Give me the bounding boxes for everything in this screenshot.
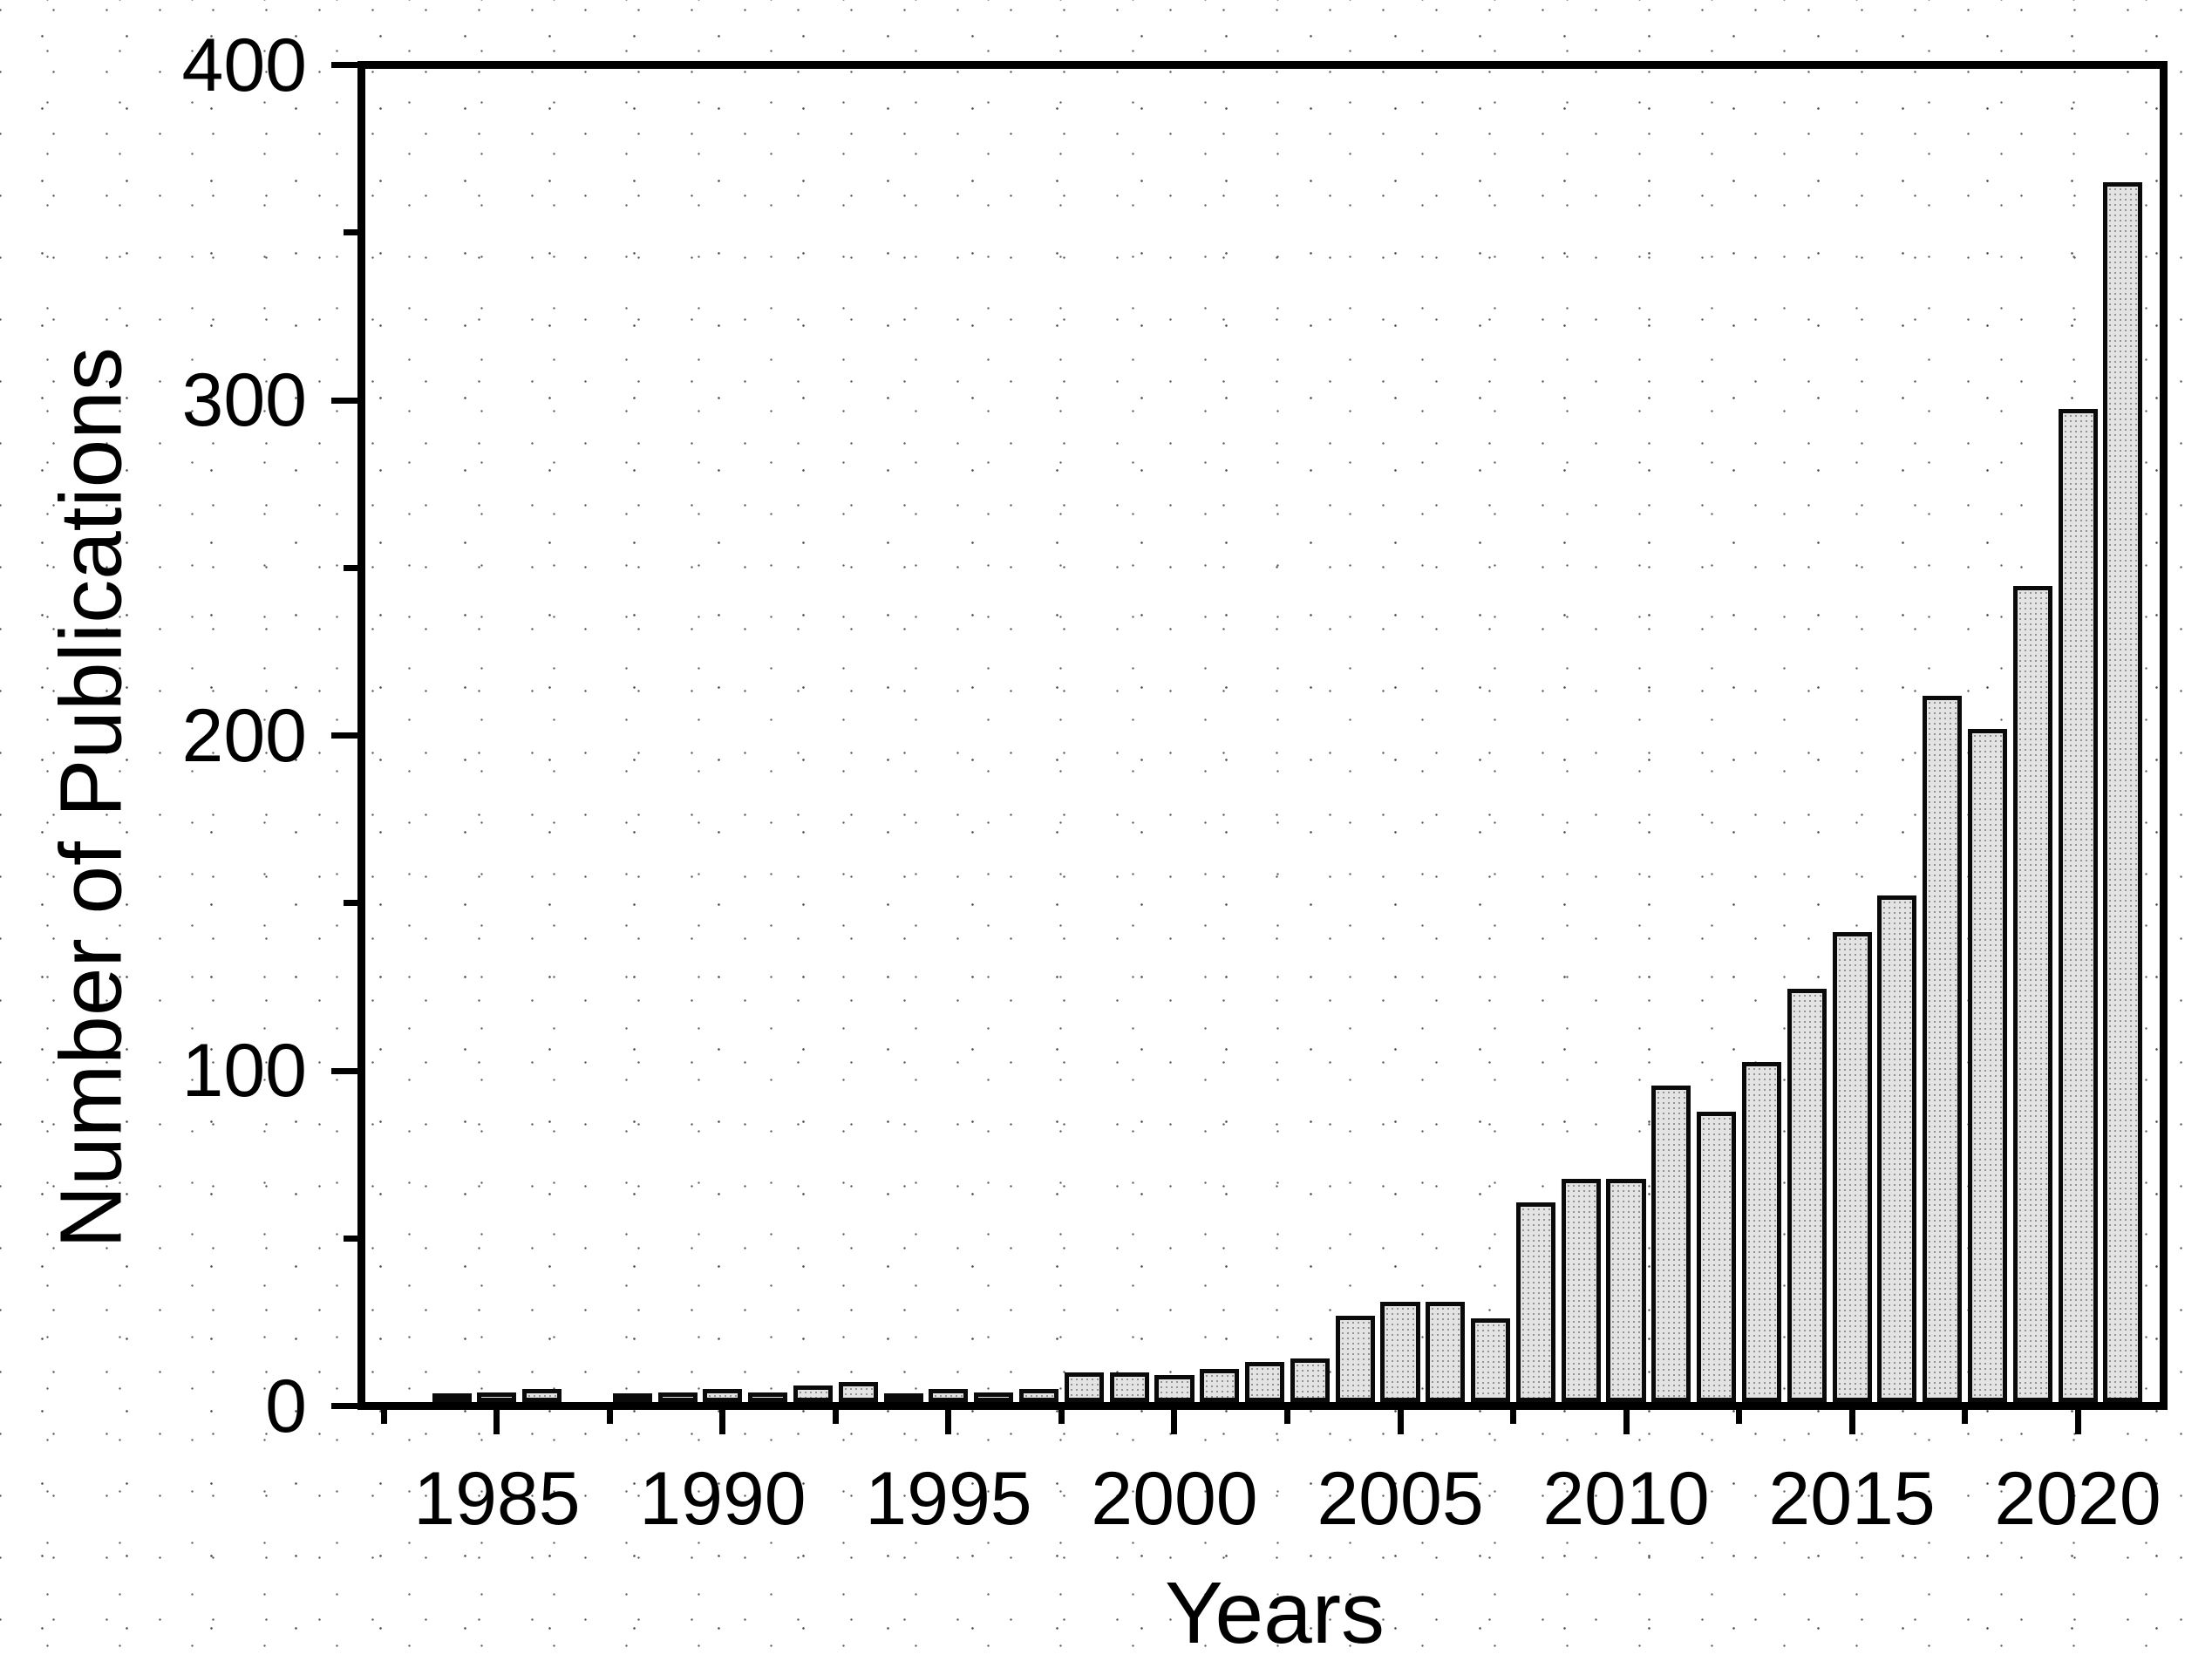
- y-axis-minor-tick-50: [344, 1235, 357, 1242]
- y-tick-label-100: 100: [181, 1029, 308, 1113]
- bar-1989: [657, 1392, 698, 1402]
- bar-2016: [1877, 895, 1917, 1402]
- bar-2010: [1606, 1178, 1646, 1402]
- y-axis-minor-tick-150: [344, 900, 357, 907]
- bar-1999: [1109, 1372, 1149, 1402]
- x-tick-label-2005: 2005: [1317, 1457, 1484, 1541]
- bar-1997: [1019, 1388, 1059, 1402]
- bar-2005: [1380, 1302, 1420, 1402]
- x-axis-minor-tick-1982.5: [380, 1410, 387, 1424]
- bar-2007: [1471, 1318, 1511, 1402]
- y-tick-label-300: 300: [181, 358, 308, 442]
- y-tick-label-200: 200: [181, 693, 308, 778]
- x-axis-tick-2000: [1171, 1410, 1178, 1434]
- bar-2011: [1651, 1085, 1691, 1402]
- x-tick-label-1985: 1985: [413, 1457, 581, 1541]
- y-axis-title: Number of Publications: [42, 347, 140, 1249]
- y-tick-label-0: 0: [265, 1364, 307, 1448]
- x-tick-label-1990: 1990: [639, 1457, 807, 1541]
- bar-1995: [929, 1388, 969, 1402]
- bar-2018: [1967, 728, 2007, 1402]
- bar-2012: [1697, 1112, 1737, 1402]
- x-axis-title: Years: [1164, 1564, 1385, 1662]
- x-tick-label-2015: 2015: [1768, 1457, 1936, 1541]
- bar-1988: [612, 1393, 652, 1402]
- x-tick-label-2020: 2020: [1994, 1457, 2161, 1541]
- bars-layer: [365, 69, 2160, 1402]
- x-axis-tick-1995: [945, 1410, 952, 1434]
- x-axis-minor-tick-1987.5: [606, 1410, 613, 1424]
- bar-1984: [432, 1393, 472, 1402]
- x-axis-minor-tick-2007.5: [1510, 1410, 1516, 1424]
- bar-2021: [2103, 181, 2143, 1402]
- x-axis-minor-tick-2017.5: [1962, 1410, 1969, 1424]
- y-tick-label-400: 400: [181, 23, 308, 107]
- bar-1991: [748, 1392, 788, 1402]
- bar-2001: [1200, 1368, 1240, 1402]
- x-axis-tick-2015: [1848, 1410, 1855, 1434]
- bar-1990: [703, 1388, 743, 1402]
- x-tick-label-2000: 2000: [1091, 1457, 1258, 1541]
- bar-1985: [477, 1392, 517, 1402]
- bar-1992: [793, 1385, 834, 1402]
- bar-1993: [838, 1382, 878, 1402]
- bar-1996: [974, 1392, 1014, 1402]
- bar-2019: [2012, 585, 2052, 1402]
- y-axis-tick-400: [331, 62, 357, 68]
- bar-2020: [2058, 408, 2098, 1402]
- x-tick-label-1995: 1995: [865, 1457, 1032, 1541]
- bar-2004: [1335, 1315, 1375, 1402]
- y-axis-minor-tick-250: [344, 564, 357, 571]
- plot-area: [357, 61, 2168, 1410]
- x-tick-label-2010: 2010: [1542, 1457, 1710, 1541]
- y-axis-tick-0: [331, 1403, 357, 1409]
- x-axis-minor-tick-1997.5: [1058, 1410, 1065, 1424]
- y-axis-tick-300: [331, 397, 357, 404]
- bar-2014: [1787, 989, 1827, 1402]
- bar-2006: [1426, 1302, 1466, 1402]
- bar-2003: [1290, 1358, 1330, 1402]
- bar-2008: [1515, 1202, 1555, 1402]
- bar-1998: [1064, 1372, 1104, 1402]
- bar-2017: [1923, 695, 1963, 1402]
- y-axis-tick-100: [331, 1067, 357, 1074]
- y-axis-minor-tick-350: [344, 229, 357, 236]
- x-axis-minor-tick-2012.5: [1736, 1410, 1743, 1424]
- x-axis-tick-1985: [493, 1410, 500, 1434]
- x-axis-minor-tick-1992.5: [832, 1410, 839, 1424]
- bar-1986: [522, 1388, 562, 1402]
- bar-1994: [883, 1393, 923, 1402]
- x-axis-minor-tick-2002.5: [1283, 1410, 1290, 1424]
- bar-2009: [1561, 1178, 1601, 1402]
- y-axis-tick-200: [331, 732, 357, 739]
- bar-2000: [1154, 1375, 1194, 1402]
- x-axis-tick-1990: [719, 1410, 726, 1434]
- x-axis-tick-2020: [2074, 1410, 2081, 1434]
- bar-2013: [1741, 1062, 1781, 1402]
- bar-2015: [1832, 932, 1872, 1402]
- x-axis-tick-2005: [1397, 1410, 1404, 1434]
- x-axis-tick-2010: [1623, 1410, 1630, 1434]
- bar-2002: [1245, 1362, 1285, 1402]
